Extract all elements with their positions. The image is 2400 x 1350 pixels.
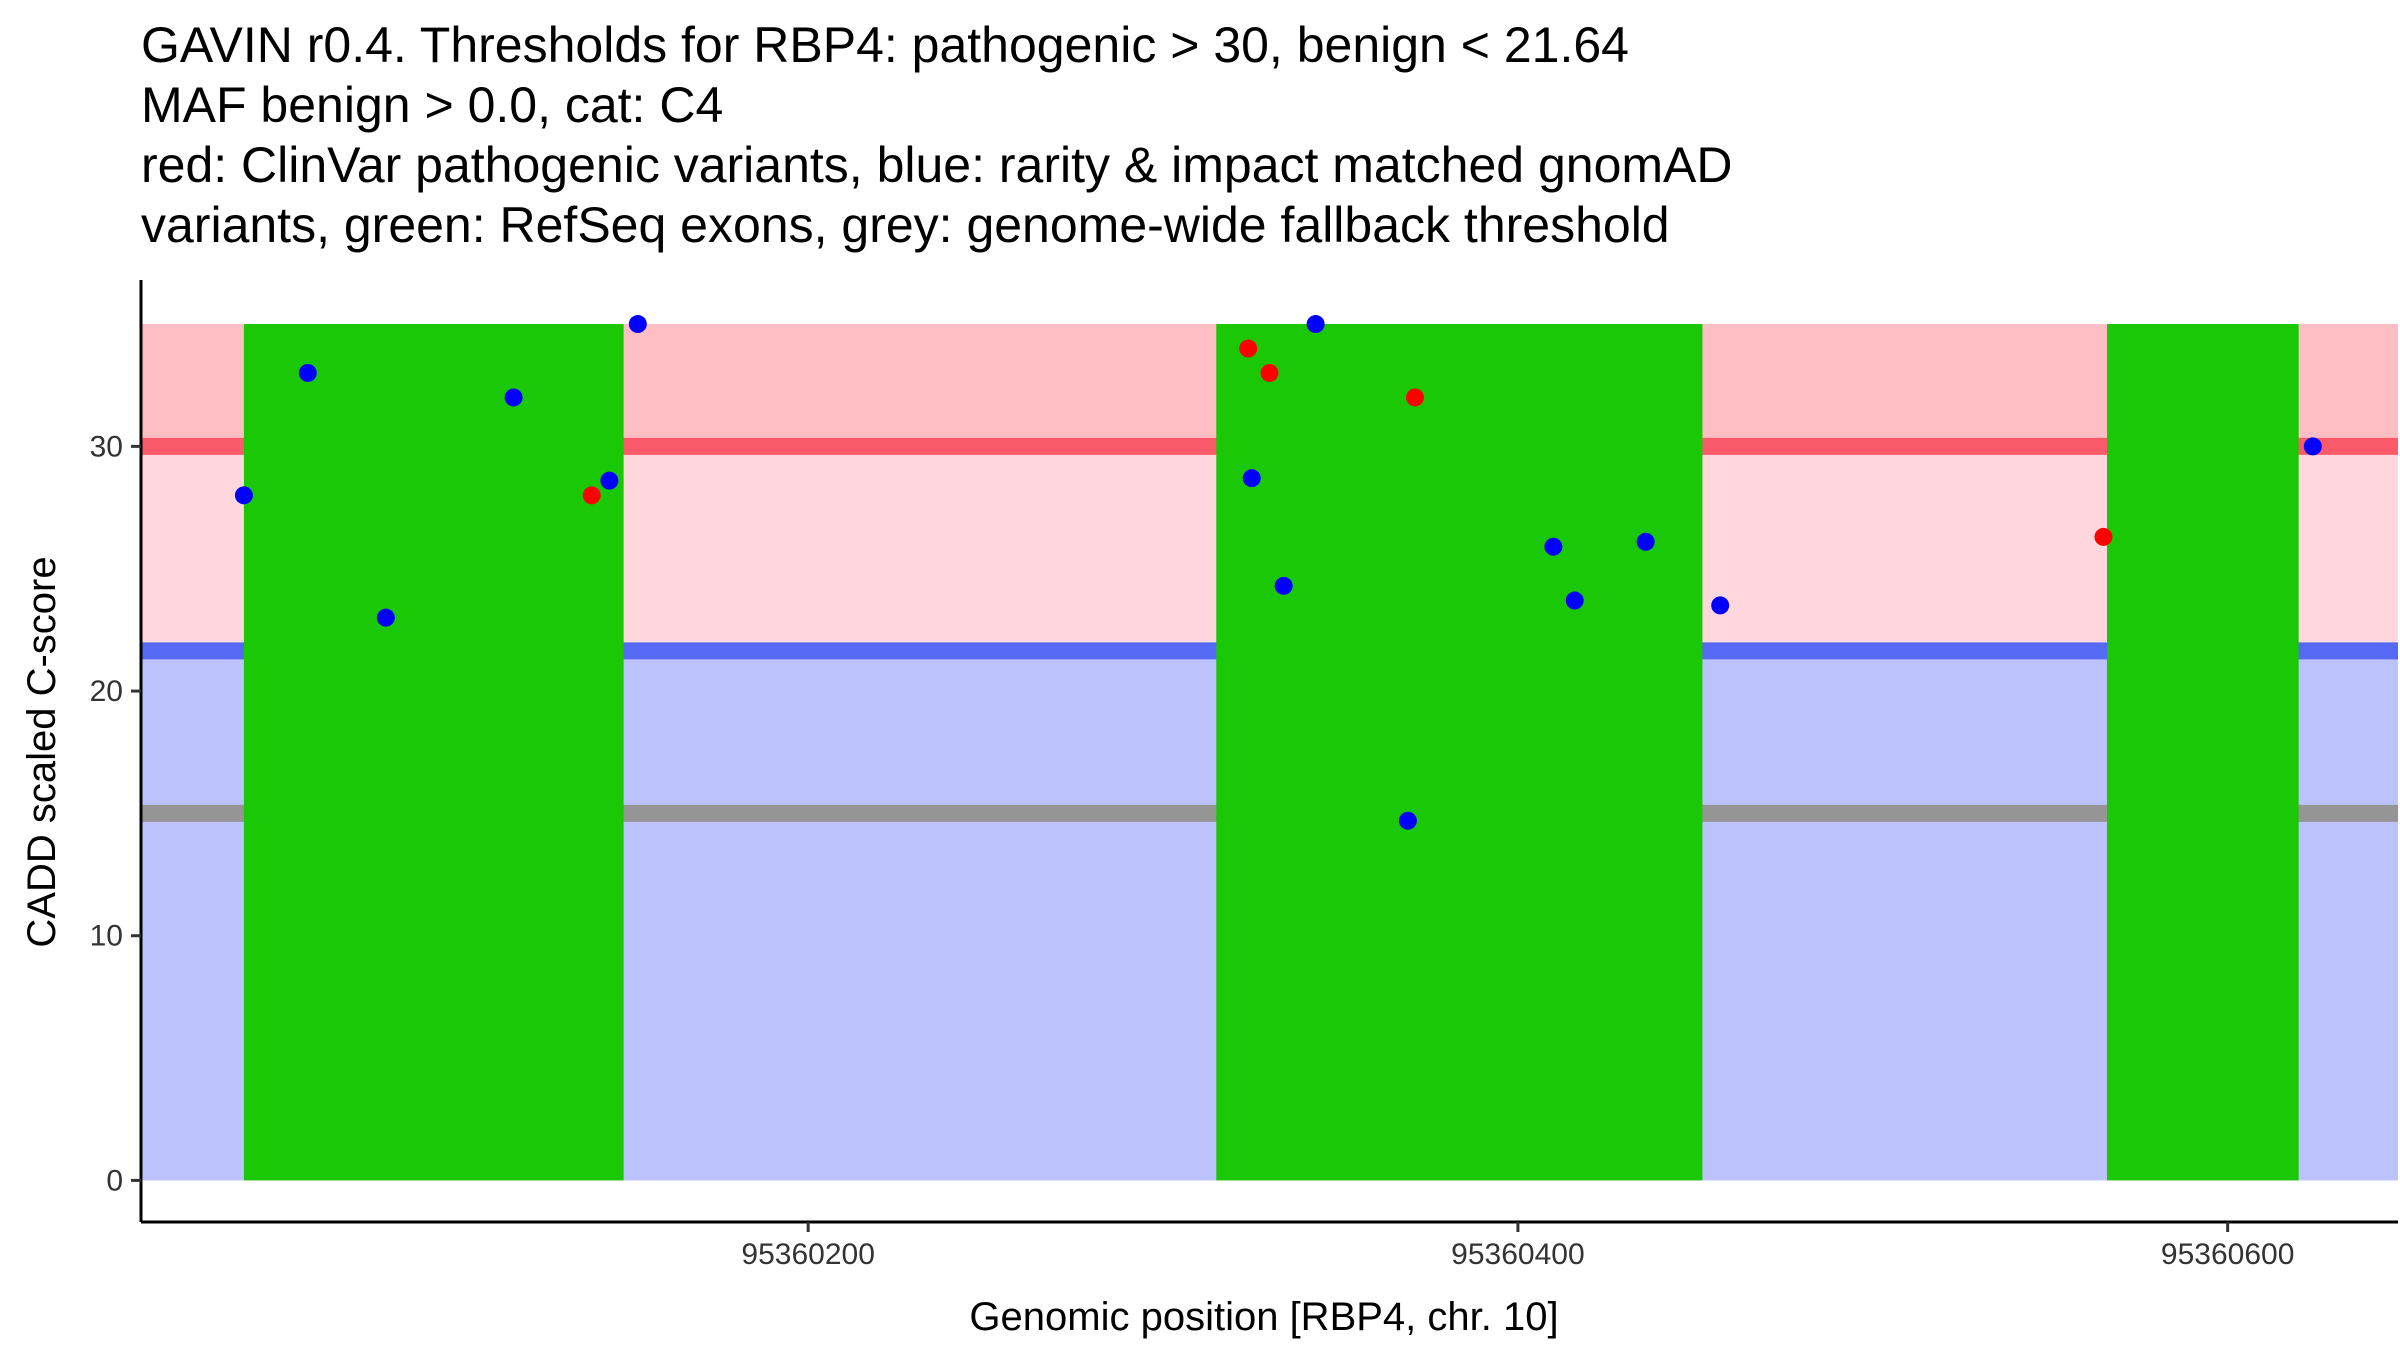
- gnomad-variant-point-8: [1274, 576, 1293, 595]
- gnomad-variant-point-3: [376, 608, 395, 627]
- gnomad-variant-point-14: [1711, 596, 1730, 615]
- x-tick-label-95360200: 95360200: [741, 1238, 874, 1271]
- exon-regions: [243, 324, 2299, 1181]
- gnomad-variant-point-2: [298, 363, 317, 382]
- gnomad-variant-point-1: [234, 486, 253, 505]
- x-axis-ticks: 95360200 95360400 95360600: [741, 1222, 2294, 1271]
- gnomad-variant-point-12: [1565, 591, 1584, 610]
- gnomad-variant-point-10: [1398, 811, 1417, 830]
- clinvar-variant-point-1: [582, 486, 601, 505]
- y-axis-ticks: 0 10 20 30: [90, 430, 141, 1197]
- clinvar-variant-point-4: [1405, 388, 1424, 407]
- exon-2: [1216, 324, 1703, 1181]
- title-line-4: variants, green: RefSeq exons, grey: gen…: [141, 197, 1670, 253]
- y-tick-label-10: 10: [90, 920, 123, 953]
- y-tick-label-30: 30: [90, 430, 123, 463]
- y-axis-title: CADD scaled C-score: [20, 556, 64, 947]
- variant-points: [234, 315, 2322, 830]
- y-tick-label-20: 20: [90, 675, 123, 708]
- plot-panel: [141, 315, 2398, 1181]
- clinvar-variant-point-5: [2094, 527, 2113, 546]
- gnomad-variant-point-4: [504, 388, 523, 407]
- gnomad-variant-point-11: [1544, 537, 1563, 556]
- title-line-1: GAVIN r0.4. Thresholds for RBP4: pathoge…: [141, 17, 1629, 73]
- title-line-2: MAF benign > 0.0, cat: C4: [141, 77, 723, 133]
- exon-1: [243, 324, 624, 1181]
- gnomad-variant-point-9: [1306, 315, 1325, 334]
- gnomad-variant-point-7: [1242, 469, 1261, 488]
- x-tick-label-95360600: 95360600: [2161, 1238, 2294, 1271]
- axes: 95360200 95360400 95360600 0 10 20 30: [90, 280, 2398, 1271]
- exon-3: [2107, 324, 2299, 1181]
- gnomad-variant-point-5: [600, 471, 619, 490]
- gnomad-variant-point-6: [628, 315, 647, 334]
- gnomad-variant-point-15: [2303, 437, 2322, 456]
- y-tick-label-0: 0: [106, 1164, 123, 1197]
- gnomad-variant-point-13: [1636, 532, 1655, 551]
- x-axis-title: Genomic position [RBP4, chr. 10]: [969, 1295, 1558, 1339]
- chart-title: GAVIN r0.4. Thresholds for RBP4: pathoge…: [141, 17, 1732, 253]
- clinvar-variant-point-3: [1260, 363, 1279, 382]
- title-line-3: red: ClinVar pathogenic variants, blue: …: [141, 137, 1732, 193]
- x-tick-label-95360400: 95360400: [1451, 1238, 1584, 1271]
- clinvar-variant-point-2: [1239, 339, 1258, 358]
